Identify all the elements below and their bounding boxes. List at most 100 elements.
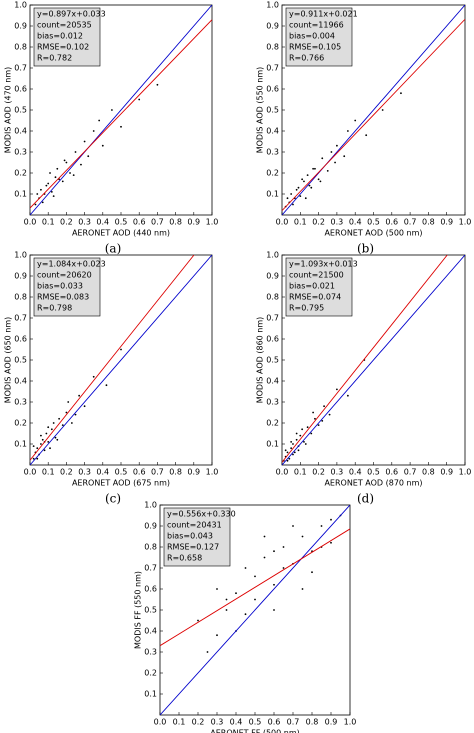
- point: [306, 426, 309, 429]
- point: [206, 651, 209, 653]
- x-tick-label: 0.5: [115, 218, 128, 227]
- point: [225, 598, 228, 601]
- y-tick-label: 0.6: [14, 85, 27, 94]
- point: [263, 556, 266, 559]
- x-tick-label: 0.6: [268, 718, 281, 727]
- y-tick-label: 0.5: [14, 356, 27, 365]
- y-axis-label: MODIS AOD (860 nm): [256, 317, 265, 404]
- y-tick-label: 0.9: [266, 272, 279, 281]
- point: [284, 449, 287, 452]
- y-tick-label: 0.4: [266, 127, 279, 136]
- line: [160, 528, 350, 647]
- line: [282, 255, 465, 465]
- y-axis-label: MODIS AOD (650 nm): [4, 317, 13, 404]
- point: [330, 541, 332, 544]
- y-tick-label: 1.0: [266, 251, 279, 260]
- line: [30, 255, 212, 465]
- stats-box: [33, 257, 101, 317]
- point: [321, 157, 324, 160]
- stats-line: count=11966: [289, 21, 344, 30]
- point: [314, 417, 316, 420]
- stats-line: RMSE=0.074: [289, 293, 341, 302]
- point: [292, 443, 294, 445]
- point: [32, 445, 35, 447]
- x-tick-label: 0.5: [115, 468, 128, 477]
- point: [336, 388, 338, 391]
- x-tick-label: 0.1: [294, 218, 307, 227]
- point: [301, 535, 304, 538]
- point: [216, 588, 218, 590]
- point: [365, 134, 368, 137]
- x-tick-label: 0.6: [385, 468, 398, 477]
- point: [326, 170, 329, 172]
- x-tick-label: 0.0: [276, 218, 289, 227]
- y-tick-label: 0.1: [266, 190, 279, 199]
- y-tick-label: 0.5: [266, 106, 279, 115]
- point: [98, 119, 101, 122]
- x-tick-label: 0.4: [230, 718, 243, 727]
- y-tick-label: 0.8: [14, 43, 27, 52]
- point: [216, 634, 218, 637]
- point: [354, 119, 357, 122]
- line: [282, 18, 465, 211]
- line: [282, 255, 448, 463]
- point: [65, 161, 68, 164]
- point: [78, 394, 81, 397]
- point: [286, 197, 289, 200]
- x-tick-label: 0.4: [349, 218, 362, 227]
- point: [105, 384, 108, 387]
- point: [41, 438, 44, 441]
- y-tick-label: 0.9: [266, 22, 279, 31]
- panel: 0.0 0.1 0.2 0.3 0.4 0.5 0.6 0.7 0.8 0.9 1.0 0.1 0.2 0…: [134, 501, 357, 733]
- line: [160, 505, 350, 715]
- x-tick-label: 0.7: [404, 468, 417, 477]
- y-axis-label: MODIS FF (550 nm): [134, 571, 143, 649]
- point: [400, 92, 402, 95]
- y-tick-label: 0.4: [144, 627, 157, 636]
- point: [254, 598, 256, 601]
- y-tick-label: 1.0: [144, 501, 157, 510]
- point: [282, 567, 285, 569]
- point: [319, 180, 322, 183]
- point: [317, 178, 320, 181]
- point: [286, 459, 289, 462]
- x-tick-label: 0.8: [169, 218, 182, 227]
- stats-line: count=20535: [37, 21, 92, 30]
- y-tick-label: 0.6: [14, 335, 27, 344]
- caption: (c): [105, 492, 121, 506]
- y-tick-label: 0.5: [144, 606, 157, 615]
- x-tick-label: 0.5: [367, 218, 380, 227]
- point: [40, 443, 42, 445]
- y-axis-label: MODIS AOD (550 nm): [256, 67, 265, 154]
- y-tick-label: 0.3: [14, 148, 27, 157]
- point: [292, 525, 294, 527]
- y-tick-label: 1.0: [14, 251, 27, 260]
- point: [295, 432, 298, 435]
- x-tick-label: 0.2: [60, 468, 73, 477]
- point: [52, 195, 55, 198]
- x-tick-label: 0.6: [133, 468, 146, 477]
- stats-line: RMSE=0.083: [37, 293, 89, 302]
- y-tick-label: 1.0: [266, 1, 279, 10]
- y-tick-label: 0.2: [14, 419, 27, 428]
- x-tick-label: 0.7: [287, 718, 300, 727]
- x-tick-label: 0.3: [331, 468, 344, 477]
- stats-line: RMSE=0.105: [289, 43, 341, 52]
- point: [301, 428, 304, 431]
- stats-line: R=0.798: [37, 304, 72, 313]
- point: [295, 188, 298, 191]
- y-tick-label: 0.7: [14, 314, 27, 323]
- point: [346, 394, 349, 397]
- point: [56, 167, 59, 170]
- panel: 0.0 0.1 0.2 0.3 0.4 0.5 0.6 0.7 0.8 0.9 1.0 0.1 0.2 0…: [4, 251, 219, 506]
- point: [156, 83, 159, 86]
- y-tick-label: 0.9: [14, 22, 27, 31]
- point: [282, 546, 285, 548]
- point: [92, 375, 95, 378]
- x-axis-label: AERONET AOD (440 nm): [72, 229, 170, 238]
- point: [83, 405, 86, 408]
- x-tick-label: 0.4: [349, 468, 362, 477]
- point: [56, 438, 59, 441]
- x-tick-label: 1.0: [206, 468, 219, 477]
- x-tick-label: 0.8: [169, 468, 182, 477]
